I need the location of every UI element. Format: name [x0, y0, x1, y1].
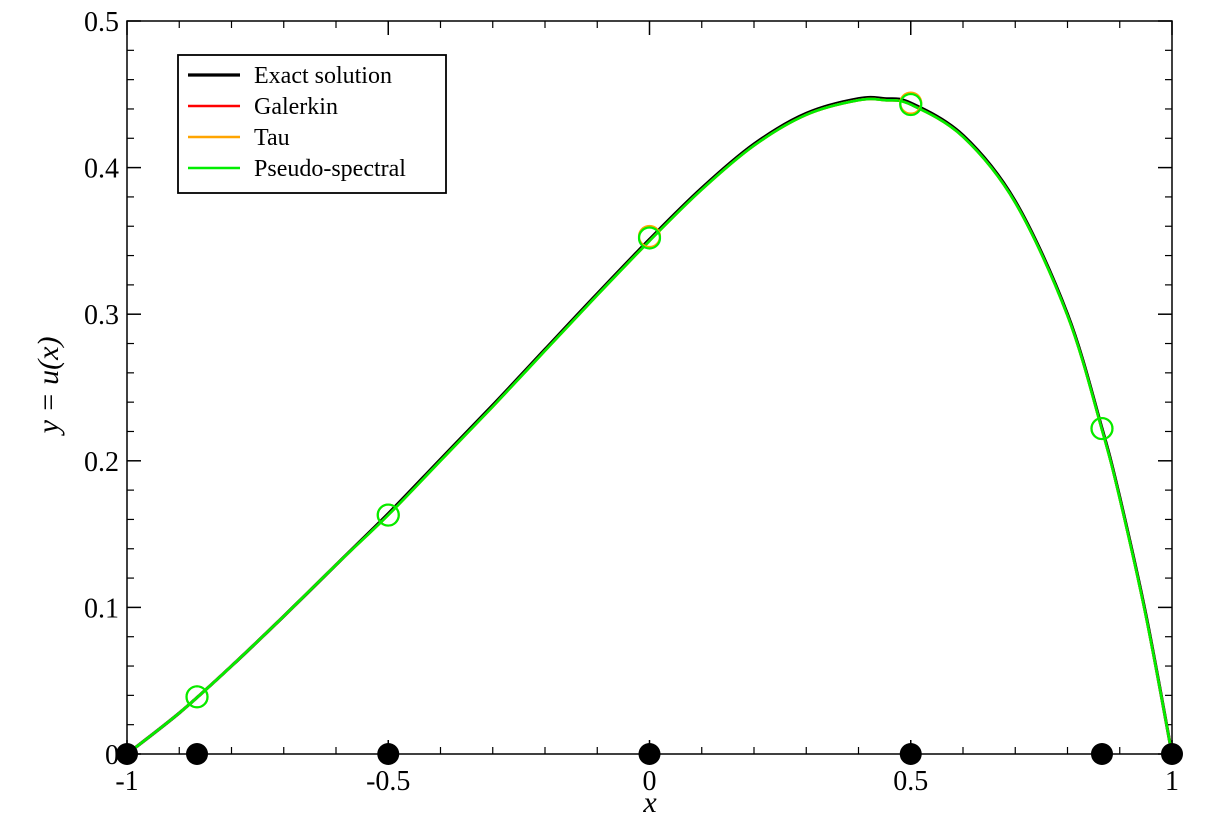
- collocation-point: [186, 743, 209, 765]
- y-tick-label: 0.2: [84, 447, 119, 478]
- x-tick-label: -0.5: [366, 766, 410, 797]
- series-line-tau: [126, 97, 1174, 756]
- series-markers: [185, 91, 1114, 709]
- legend: Exact solution Galerkin Tau Pseudo-spectral: [177, 54, 447, 194]
- legend-label-galerkin: Galerkin: [254, 94, 338, 120]
- marker-pseudo-spectral: [899, 92, 923, 117]
- x-tick-label: -1: [115, 766, 138, 797]
- series-line-galerkin: [126, 97, 1174, 756]
- x-tick-label: 0: [643, 766, 657, 797]
- marker-pseudo-spectral: [185, 685, 209, 709]
- collocation-points: [116, 743, 1183, 765]
- legend-box: [177, 54, 447, 194]
- tick-labels: -1 -0.5 0 0.5 1 0 0.1 0.2 0.3 0.4 0.5: [84, 7, 1179, 797]
- collocation-point: [1161, 743, 1183, 765]
- y-tick-label: 0: [105, 740, 119, 771]
- collocation-point: [116, 743, 138, 765]
- collocation-point: [638, 743, 661, 765]
- y-tick-label: 0.1: [84, 593, 119, 624]
- x-tick-label: 0.5: [893, 766, 928, 797]
- legend-label-exact-solution: Exact solution: [254, 63, 392, 89]
- collocation-point: [1090, 743, 1113, 765]
- axis-ticks: [126, 20, 1173, 755]
- y-tick-label: 0.4: [84, 154, 119, 185]
- y-tick-label: 0.3: [84, 300, 119, 331]
- legend-label-tau: Tau: [254, 125, 290, 151]
- marker-pseudo-spectral: [637, 226, 662, 250]
- marker-pseudo-spectral: [1090, 416, 1114, 441]
- series-line-exact-solution: [126, 95, 1174, 756]
- series-line-pseudo-spectral: [126, 97, 1174, 756]
- collocation-point: [377, 743, 400, 765]
- series-lines: [126, 95, 1174, 756]
- y-axis-label: y = u(x): [32, 337, 65, 437]
- y-tick-label: 0.5: [84, 7, 119, 38]
- x-tick-label: 1: [1165, 766, 1179, 797]
- marker-pseudo-spectral: [376, 503, 400, 527]
- collocation-point: [899, 743, 922, 765]
- legend-label-pseudo-spectral: Pseudo-spectral: [254, 156, 406, 182]
- x-axis-label: x: [642, 786, 657, 819]
